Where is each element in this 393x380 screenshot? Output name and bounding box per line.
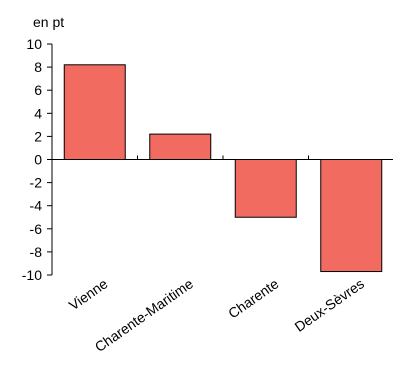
y-tick-label: -8 (30, 244, 43, 260)
y-tick-label: -10 (22, 267, 42, 283)
y-tick-label: -2 (30, 175, 43, 191)
y-tick-label: 6 (34, 82, 42, 98)
zero-axis (52, 155, 393, 160)
x-tick-label: Charente (225, 275, 282, 321)
bars (63, 64, 383, 273)
y-tick-label: -6 (30, 221, 43, 237)
x-tick-label: Deux-Sèvres (292, 275, 367, 335)
x-tick-label: Vienne (66, 275, 111, 313)
bar-3 (320, 159, 383, 273)
y-tick-label: 10 (26, 36, 42, 52)
bar-0 (63, 64, 126, 160)
bar-1 (149, 133, 212, 160)
y-axis: -10 -8 -6 -4 -2 0 2 4 6 8 10 (22, 36, 53, 283)
bar-2 (234, 159, 297, 218)
y-tick-label: 0 (34, 152, 42, 168)
y-tick-label: -4 (30, 198, 43, 214)
y-tick-label: 4 (34, 105, 42, 121)
y-tick-label: 8 (34, 59, 42, 75)
y-tick-label: 2 (34, 128, 42, 144)
y-axis-label: en pt (33, 14, 64, 30)
